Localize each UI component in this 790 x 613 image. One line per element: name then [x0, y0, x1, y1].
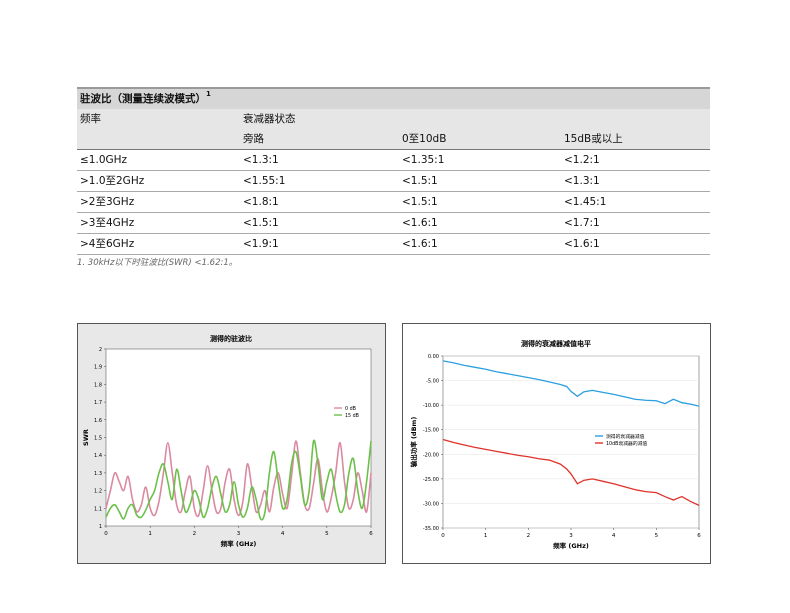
y-tick-label: -30.00	[423, 501, 439, 507]
y-tick-label: 1.1	[94, 506, 102, 512]
y-tick-label: 1.8	[94, 382, 102, 388]
x-axis-label: 频率 (GHz)	[553, 541, 589, 550]
plot-area	[442, 355, 700, 529]
y-tick-label: 2	[99, 347, 102, 353]
cell-bypass: <1.5:1	[240, 212, 399, 234]
y-tick-label: -10.00	[423, 403, 439, 409]
series-line	[105, 440, 372, 518]
header-frequency: 频率	[77, 109, 240, 129]
cell-15db: <1.6:1	[561, 233, 710, 255]
subheader-blank	[77, 129, 240, 150]
legend-label: 15 dB	[345, 413, 359, 419]
y-tick-label: -15.00	[423, 428, 439, 434]
y-tick-label: 1.9	[94, 365, 102, 371]
cell-0-10db: <1.5:1	[399, 191, 561, 213]
cell-frequency: >4至6GHz	[77, 233, 240, 255]
table-title: 驻波比（测量连续波模式）1	[77, 87, 710, 109]
x-tick-label: 2	[527, 533, 531, 539]
x-tick-label: 2	[193, 531, 197, 537]
table-title-row: 驻波比（测量连续波模式）1	[77, 87, 710, 109]
x-tick-label: 1	[484, 533, 488, 539]
subheader-0-10db: 0至10dB	[399, 129, 561, 150]
cell-frequency: ≤1.0GHz	[77, 149, 240, 171]
cell-frequency: >3至4GHz	[77, 212, 240, 234]
table-row: >3至4GHz <1.5:1 <1.6:1 <1.7:1	[77, 212, 710, 234]
swr-spec-table: 驻波比（测量连续波模式）1 频率 衰减器状态 旁路 0至10dB 15dB或以上…	[77, 87, 710, 255]
x-tick-label: 1	[148, 531, 152, 537]
plot-area	[105, 348, 372, 527]
header-attenuator-state: 衰减器状态	[240, 109, 710, 129]
y-tick-label: 1.2	[94, 489, 102, 495]
attenuation-chart-panel: 测得的衰减器减值电平 0.00 -5.00 -10.00 -15.00 -20.00 -25…	[402, 323, 711, 564]
y-tick-label: 1	[99, 524, 102, 530]
y-axis-label: SWR	[82, 429, 90, 446]
subheader-bypass: 旁路	[240, 129, 399, 150]
cell-bypass: <1.55:1	[240, 170, 399, 192]
cell-15db: <1.2:1	[561, 149, 710, 171]
table-row: ≤1.0GHz <1.3:1 <1.35:1 <1.2:1	[77, 149, 710, 171]
x-tick-label: 3	[569, 533, 573, 539]
y-tick-label: 1.7	[94, 400, 102, 406]
y-tick-label: 1.4	[94, 453, 102, 459]
chart-title: 测得的驻波比	[210, 334, 252, 343]
y-tick-label: 1.5	[94, 436, 102, 442]
legend-label: 10dB衰减器的减值	[606, 440, 647, 447]
y-tick-label: 0.00	[428, 354, 439, 360]
legend-label: 测得的衰减器减值	[606, 433, 645, 440]
subheader-15db: 15dB或以上	[561, 129, 710, 150]
cell-0-10db: <1.5:1	[399, 170, 561, 192]
series-line	[105, 439, 372, 521]
series-line	[442, 438, 700, 506]
cell-0-10db: <1.6:1	[399, 212, 561, 234]
cell-bypass: <1.8:1	[240, 191, 399, 213]
x-axis-label: 频率 (GHz)	[221, 539, 257, 548]
y-tick-label: 1.6	[94, 418, 102, 424]
x-tick-label: 0	[441, 533, 445, 539]
table-row: >4至6GHz <1.9:1 <1.6:1 <1.6:1	[77, 233, 710, 255]
y-axis-label: 输出功率 (dBm)	[409, 417, 418, 468]
attenuation-chart: 测得的衰减器减值电平 0.00 -5.00 -10.00 -15.00 -20.00 -25…	[403, 324, 710, 563]
cell-bypass: <1.9:1	[240, 233, 399, 255]
cell-0-10db: <1.35:1	[399, 149, 561, 171]
x-tick-label: 5	[325, 531, 329, 537]
x-tick-label: 4	[281, 531, 285, 537]
table-row: >1.0至2GHz <1.55:1 <1.5:1 <1.3:1	[77, 170, 710, 192]
x-tick-label: 3	[237, 531, 241, 537]
y-tick-label: -20.00	[423, 452, 439, 458]
table-header-row: 频率 衰减器状态	[77, 109, 710, 129]
footnote-marker: 1	[206, 90, 211, 98]
table-footnote: 1. 30kHz以下时驻波比(SWR) <1.62:1。	[77, 258, 238, 268]
x-tick-label: 5	[655, 533, 659, 539]
cell-15db: <1.45:1	[561, 191, 710, 213]
y-tick-label: -35.00	[423, 526, 439, 532]
cell-bypass: <1.3:1	[240, 149, 399, 171]
table-subheader-row: 旁路 0至10dB 15dB或以上	[77, 129, 710, 150]
chart-title: 测得的衰减器减值电平	[521, 339, 591, 348]
cell-0-10db: <1.6:1	[399, 233, 561, 255]
cell-frequency: >1.0至2GHz	[77, 170, 240, 192]
cell-15db: <1.7:1	[561, 212, 710, 234]
swr-chart-panel: 测得的驻波比 1 1.1 1.2 1.3 1.4 1.5 1.6 1.7 1.8 1.9 2 0 1 2 3 4…	[77, 323, 386, 564]
x-tick-label: 6	[697, 533, 701, 539]
series-line	[442, 360, 700, 407]
y-tick-label: 1.3	[94, 471, 102, 477]
x-tick-label: 4	[612, 533, 616, 539]
x-tick-label: 0	[104, 531, 108, 537]
legend-label: 0 dB	[345, 406, 356, 412]
cell-frequency: >2至3GHz	[77, 191, 240, 213]
x-tick-label: 6	[369, 531, 373, 537]
cell-15db: <1.3:1	[561, 170, 710, 192]
y-tick-label: -25.00	[423, 477, 439, 483]
table-row: >2至3GHz <1.8:1 <1.5:1 <1.45:1	[77, 191, 710, 213]
y-tick-label: -5.00	[426, 379, 439, 385]
